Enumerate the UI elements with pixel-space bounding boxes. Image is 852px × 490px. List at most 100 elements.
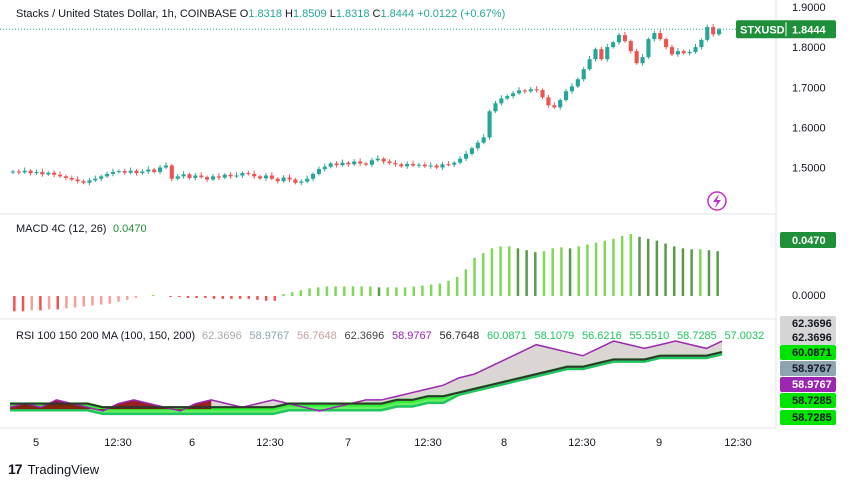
candle-body xyxy=(110,171,116,174)
candle-body xyxy=(587,59,592,70)
rsi-legend-value: 62.3696 xyxy=(202,330,242,342)
rsi-pane[interactable] xyxy=(9,340,723,416)
header-part: C xyxy=(373,8,381,20)
time-tick-label: 8 xyxy=(501,437,507,449)
candle-body xyxy=(299,181,304,183)
candle-body xyxy=(222,174,227,178)
axes: 1.9000 1.8000 1.7000 1.6000 1.5000 0.0000 5 12:… xyxy=(33,2,826,449)
candle-body xyxy=(228,174,233,177)
macd-pane[interactable] xyxy=(13,234,719,312)
price-tick-label: 1.5000 xyxy=(792,163,826,175)
candle-body xyxy=(387,161,392,164)
candle-body xyxy=(246,173,251,175)
rsi-legend-value: 56.7648 xyxy=(440,330,480,342)
candle-body xyxy=(28,170,33,174)
rsi-axis-tag-value: 58.7285 xyxy=(792,412,832,424)
rsi-axis-tag-bg xyxy=(780,330,836,345)
header-part: 1.8509 xyxy=(293,8,330,20)
rsi-line-black xyxy=(10,351,723,409)
candle-body xyxy=(10,171,16,173)
candle-body xyxy=(16,171,21,173)
candle-body xyxy=(611,42,616,48)
rsi-legend-value: 56.7648 xyxy=(297,330,337,342)
candle-body xyxy=(452,162,457,165)
candle-body xyxy=(52,172,57,175)
candle-body xyxy=(22,170,27,173)
rsi-band-area xyxy=(10,341,722,411)
time-tick-label: 9 xyxy=(656,437,662,449)
candle-body xyxy=(216,176,221,178)
header-part: H xyxy=(285,8,293,20)
candle-body xyxy=(199,175,204,178)
candle-body xyxy=(393,163,398,165)
candle-body xyxy=(664,39,669,48)
candle-body xyxy=(616,35,622,43)
header-part: L xyxy=(330,8,336,20)
candle-body xyxy=(540,90,545,98)
candle-body xyxy=(558,100,563,108)
candle-body xyxy=(493,103,498,112)
candle-body xyxy=(458,158,463,163)
header-part: 1.8318 xyxy=(248,8,285,20)
candle-body xyxy=(528,89,533,92)
rsi-legend-value: 58.9767 xyxy=(392,330,432,342)
header-part: 1.8318 xyxy=(336,8,373,20)
candle-body xyxy=(69,177,74,180)
time-tick-label: 6 xyxy=(189,437,195,449)
candle-body xyxy=(369,160,374,165)
candle-body xyxy=(499,98,504,104)
candle-body xyxy=(522,90,527,92)
candle-body xyxy=(163,165,168,168)
candle-body xyxy=(157,167,163,172)
candle-body xyxy=(275,178,280,182)
candle-body xyxy=(652,33,657,40)
rsi-legend-value: 60.0871 xyxy=(487,330,527,342)
tradingview-logo-icon: 17 xyxy=(8,461,23,477)
macd-title: MACD 4C (12, 26) xyxy=(16,223,106,235)
rsi-axis-tag-bg xyxy=(780,316,836,331)
candle-body xyxy=(552,105,557,108)
candle-body xyxy=(152,169,157,172)
candle-body xyxy=(269,175,274,179)
candle-body xyxy=(210,176,216,180)
candle-body xyxy=(305,178,310,182)
candle-body xyxy=(75,179,80,182)
macd-zero-label: 0.0000 xyxy=(792,290,826,302)
candle-body xyxy=(440,164,445,168)
price-pane[interactable] xyxy=(0,23,776,211)
candle-body xyxy=(128,170,133,173)
candle-body xyxy=(669,47,675,55)
time-tick-label: 12:30 xyxy=(256,437,284,449)
time-tick-label: 12:30 xyxy=(724,437,752,449)
price-tick-label: 1.6000 xyxy=(792,122,826,134)
candle-body xyxy=(599,49,604,60)
price-tick-label: 1.8000 xyxy=(792,42,826,54)
candle-body xyxy=(411,163,416,166)
header-part: O xyxy=(240,8,249,20)
candle-body xyxy=(505,96,510,99)
candle-body xyxy=(475,142,480,149)
candle-body xyxy=(511,93,516,97)
rsi-axis-tag-value: 60.0871 xyxy=(792,347,832,359)
candle-body xyxy=(146,169,151,172)
candle-body xyxy=(434,165,439,168)
candle-body xyxy=(234,175,239,177)
candle-body xyxy=(116,171,121,173)
rsi-axis-tag-value: 58.9767 xyxy=(792,363,832,375)
candle-body xyxy=(293,179,298,183)
time-tick-label: 7 xyxy=(345,437,351,449)
rsi-legend-value: 58.1079 xyxy=(535,330,575,342)
candle-body xyxy=(416,164,422,166)
tradingview-branding[interactable]: 17 TradingView xyxy=(8,461,99,477)
candle-body xyxy=(240,173,245,176)
tradingview-brand-text: TradingView xyxy=(27,461,100,477)
candle-body xyxy=(605,47,610,60)
candle-body xyxy=(428,165,433,167)
rsi-legend-value: 57.0032 xyxy=(725,330,765,342)
candle-body xyxy=(281,177,286,182)
candle-body xyxy=(593,49,598,60)
rsi-legend-value: 58.7285 xyxy=(677,330,717,342)
candle-body xyxy=(399,164,404,167)
candle-body xyxy=(81,181,86,183)
